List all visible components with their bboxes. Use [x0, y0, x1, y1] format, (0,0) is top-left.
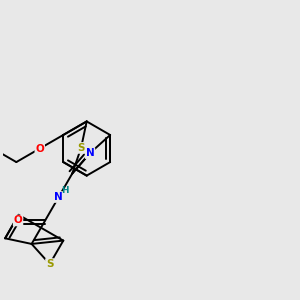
Text: H: H: [61, 186, 69, 195]
Text: O: O: [35, 143, 44, 154]
Text: S: S: [77, 143, 85, 153]
Text: S: S: [46, 259, 53, 269]
Text: O: O: [14, 215, 22, 226]
Text: N: N: [85, 148, 94, 158]
Text: N: N: [54, 192, 63, 202]
